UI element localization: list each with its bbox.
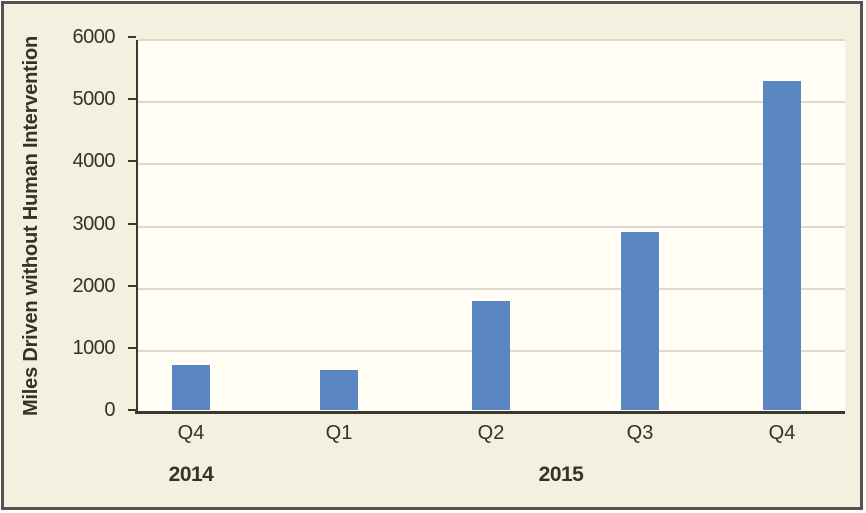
y-tick-1000: [128, 347, 136, 349]
y-tick-label-5000: 5000: [72, 88, 116, 110]
x-tick-label-q4-0: Q4: [177, 422, 205, 444]
y-axis-line: [136, 40, 138, 414]
bar-q3-3: [621, 232, 659, 410]
x-tick-label-q1-1: Q1: [325, 422, 353, 444]
y-tick-label-4000: 4000: [72, 150, 116, 172]
y-gridline-4000: [138, 163, 845, 165]
x-tick-label-q3-3: Q3: [626, 422, 654, 444]
y-tick-label-2000: 2000: [72, 275, 116, 297]
y-tick-5000: [128, 98, 136, 100]
year-label-2014: 2014: [168, 463, 214, 486]
y-tick-4000: [128, 160, 136, 162]
x-tick-label-q4-4: Q4: [768, 422, 796, 444]
y-tick-label-0: 0: [104, 399, 115, 421]
y-tick-0: [128, 409, 136, 411]
y-tick-label-6000: 6000: [72, 26, 116, 48]
bar-q4-0: [172, 365, 210, 410]
y-gridline-5000: [138, 101, 845, 103]
bar-q1-1: [320, 370, 358, 410]
y-tick-label-1000: 1000: [72, 337, 116, 359]
y-gridline-2000: [138, 288, 845, 290]
y-gridline-6000: [138, 39, 845, 41]
y-tick-6000: [128, 36, 136, 38]
bar-q2-2: [472, 301, 510, 410]
x-axis-line: [135, 411, 845, 414]
y-tick-3000: [128, 223, 136, 225]
year-label-2015: 2015: [538, 463, 584, 486]
x-tick-label-q2-2: Q2: [477, 422, 505, 444]
y-tick-2000: [128, 285, 136, 287]
y-tick-label-3000: 3000: [72, 213, 116, 235]
bar-q4-4: [763, 81, 801, 410]
y-gridline-3000: [138, 226, 845, 228]
